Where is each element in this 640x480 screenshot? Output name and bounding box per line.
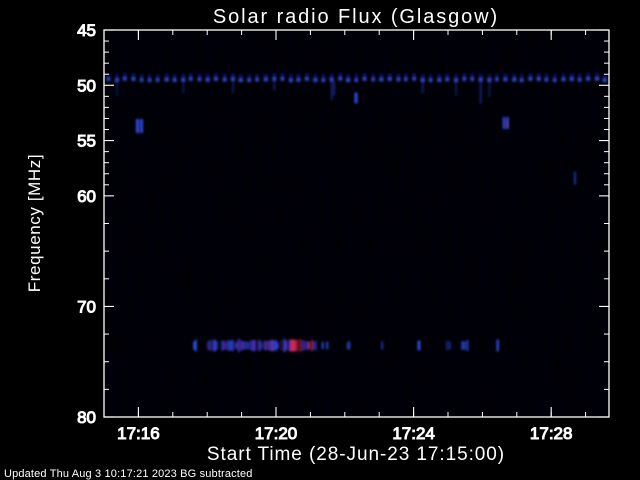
svg-text:17:20: 17:20 bbox=[255, 424, 298, 443]
svg-text:Frequency [MHz]: Frequency [MHz] bbox=[25, 154, 44, 292]
svg-text:Solar radio Flux (Glasgow): Solar radio Flux (Glasgow) bbox=[213, 6, 499, 28]
svg-text:45: 45 bbox=[77, 21, 96, 40]
svg-text:50: 50 bbox=[77, 76, 96, 95]
svg-text:Updated Thu Aug 3 10:17:21 20: Updated Thu Aug 3 10:17:21 2023 BG subtr… bbox=[4, 468, 253, 480]
svg-text:60: 60 bbox=[77, 187, 96, 206]
svg-text:55: 55 bbox=[77, 132, 96, 151]
svg-text:Start Time (28-Jun-23 17:15:00: Start Time (28-Jun-23 17:15:00) bbox=[207, 444, 505, 465]
svg-text:17:24: 17:24 bbox=[392, 424, 435, 443]
svg-text:17:28: 17:28 bbox=[530, 424, 573, 443]
svg-text:17:16: 17:16 bbox=[117, 424, 160, 443]
svg-text:80: 80 bbox=[77, 408, 96, 427]
svg-text:70: 70 bbox=[77, 297, 96, 316]
